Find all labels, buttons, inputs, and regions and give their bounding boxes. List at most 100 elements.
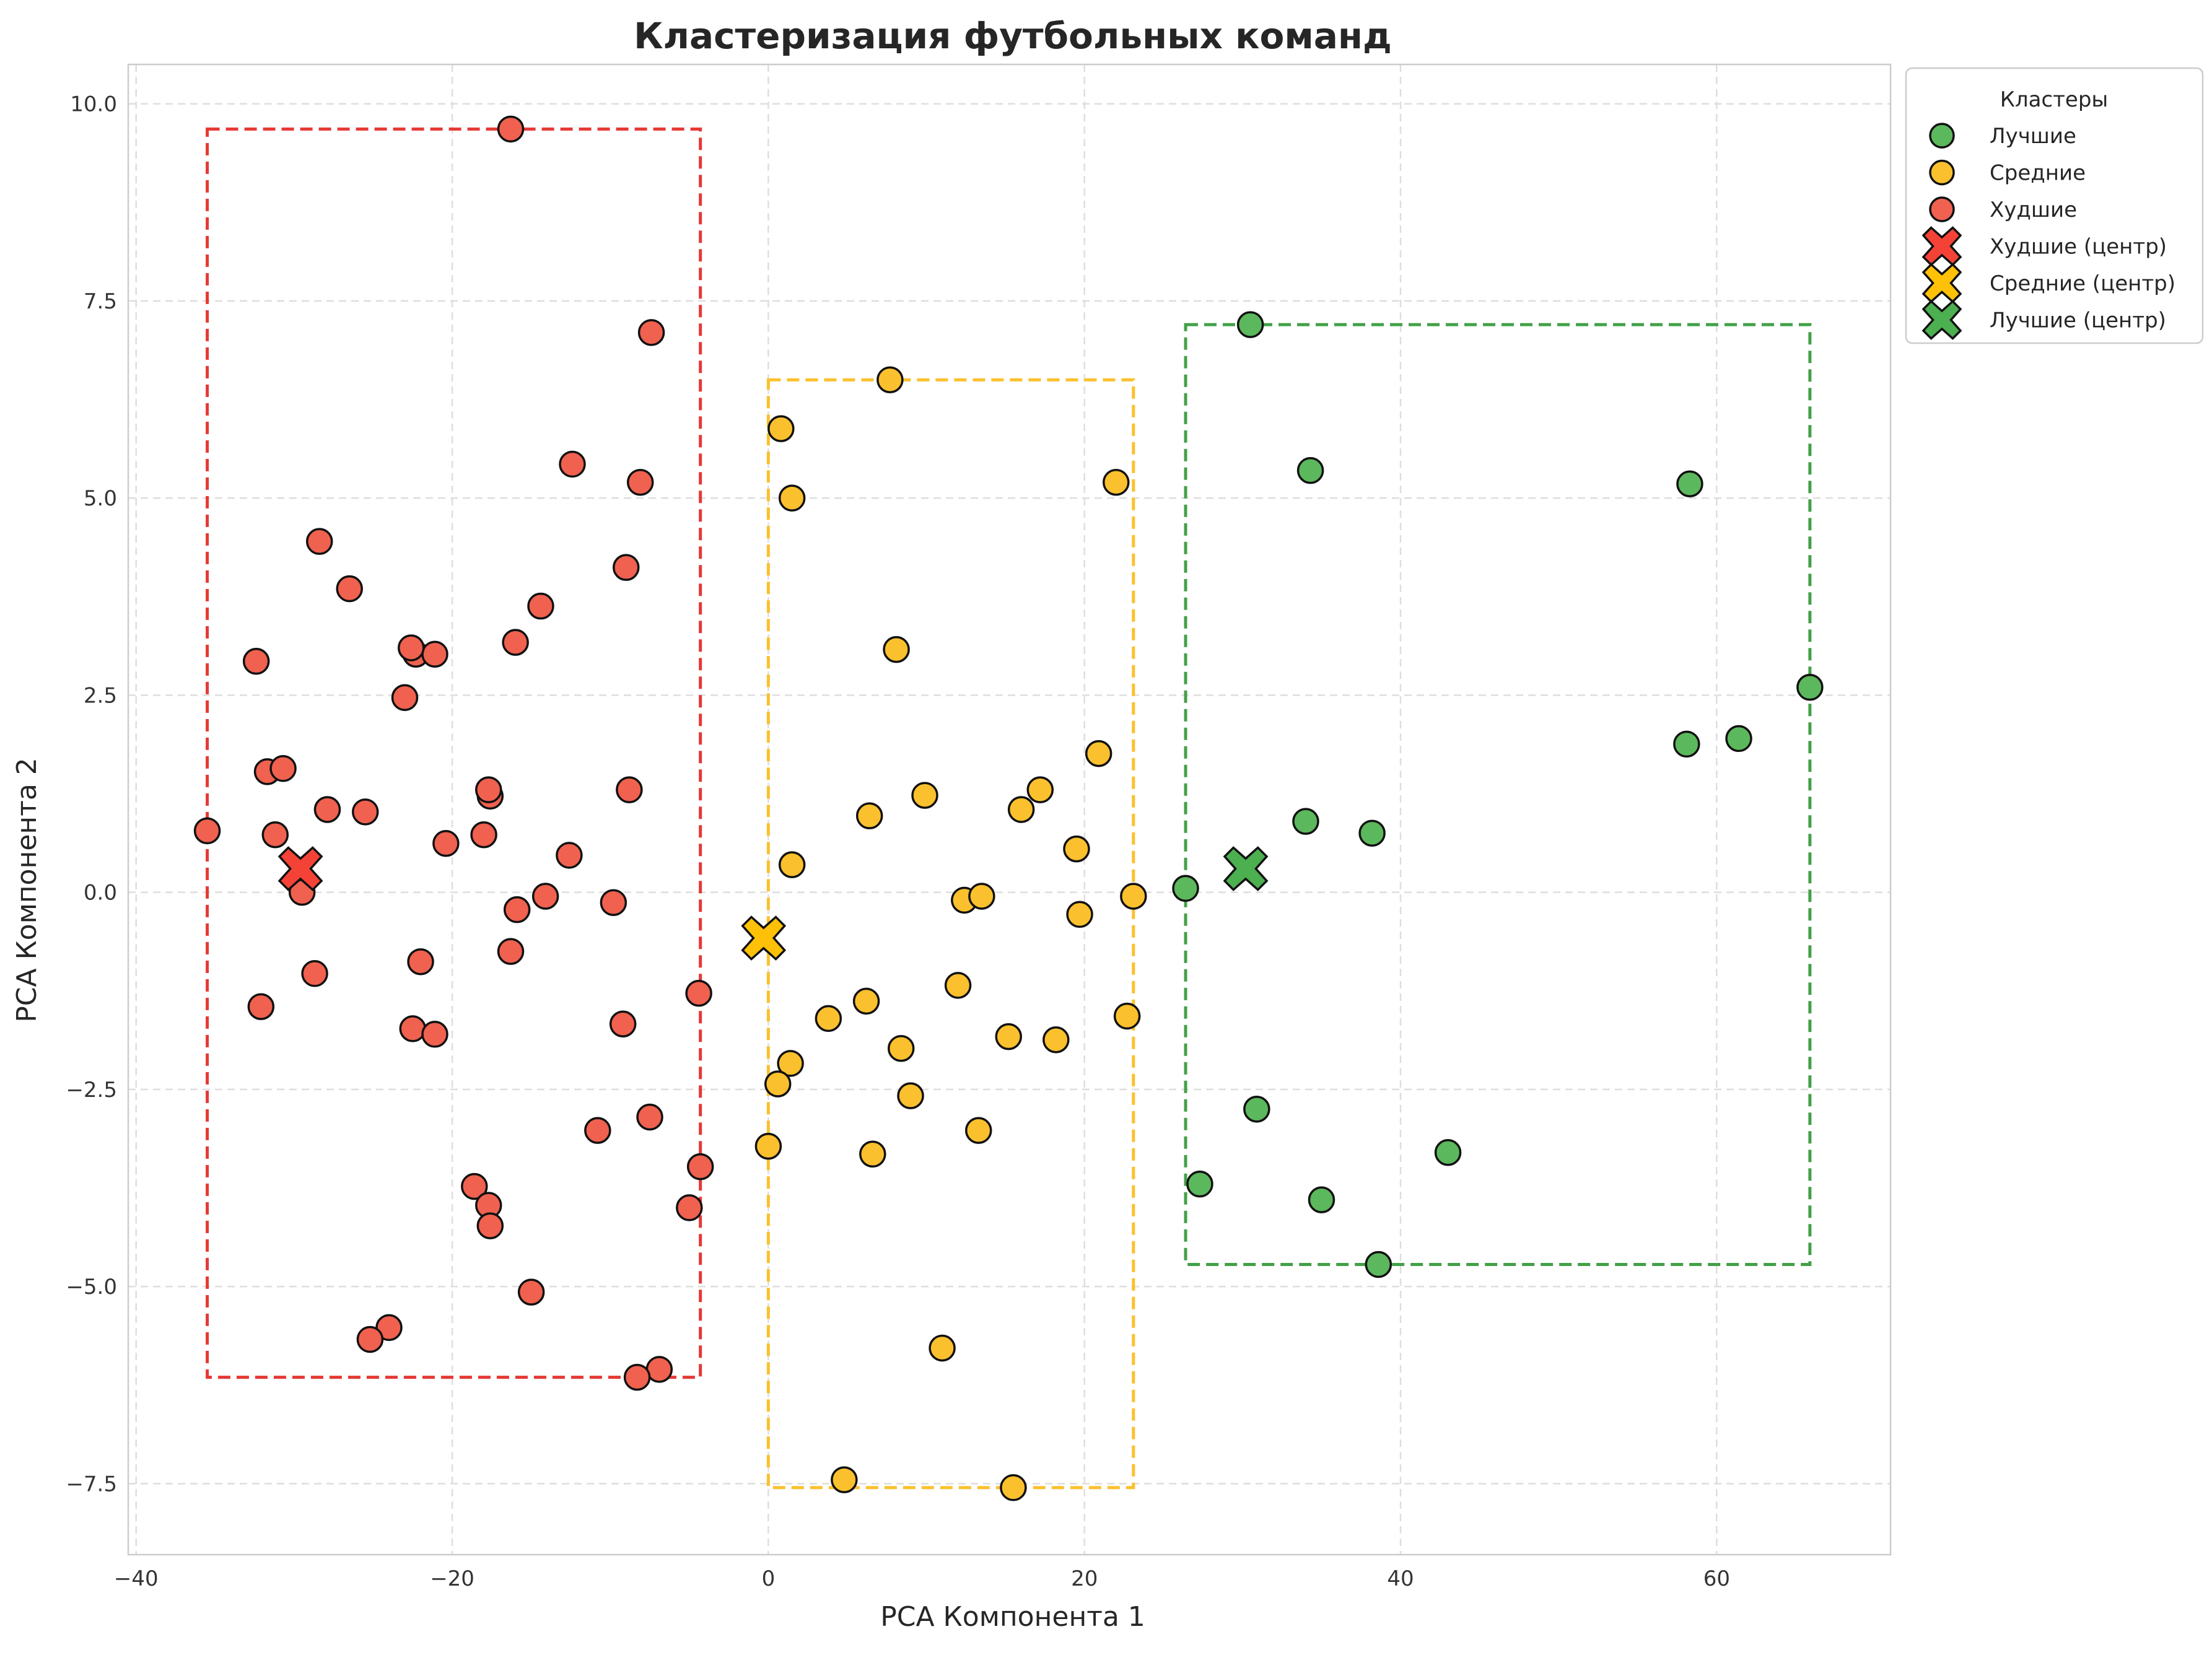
data-point <box>1007 796 1035 823</box>
data-point <box>1043 1026 1070 1054</box>
data-point <box>356 1325 384 1353</box>
data-point <box>1796 673 1824 701</box>
data-point <box>301 960 328 987</box>
data-point <box>778 851 806 878</box>
data-point <box>1026 776 1054 803</box>
cluster-box <box>206 127 702 1379</box>
data-point <box>1063 835 1090 863</box>
data-point <box>584 1117 611 1144</box>
data-point <box>1725 725 1752 753</box>
data-point <box>305 528 333 555</box>
data-point <box>397 634 425 662</box>
legend-label: Средние <box>1990 161 2086 186</box>
centroid-marker <box>1223 846 1269 891</box>
data-point <box>815 1005 842 1033</box>
data-point <box>859 1140 886 1168</box>
legend-items: Лучшие Средние Худшие Худшие (центр) Средние… <box>1921 123 2175 340</box>
data-point <box>609 1010 637 1038</box>
y-tick-label: 2.5 <box>84 683 117 708</box>
data-point <box>968 883 995 910</box>
data-point <box>754 1132 782 1160</box>
data-point <box>637 319 665 346</box>
data-point <box>503 896 531 924</box>
data-point <box>407 948 434 976</box>
x-tick-label: 40 <box>1387 1566 1414 1591</box>
legend-label: Средние (центр) <box>1990 271 2175 296</box>
data-point <box>421 640 448 668</box>
legend-frame <box>1905 67 2204 344</box>
data-point <box>556 842 583 869</box>
y-tick-label: −7.5 <box>66 1472 117 1496</box>
data-point <box>1673 730 1700 758</box>
data-point <box>193 817 221 845</box>
data-point <box>929 1334 956 1362</box>
data-point <box>623 1363 651 1391</box>
y-axis-label: PCA Компонента 2 <box>11 758 43 1023</box>
y-tick-label: 0.0 <box>84 881 117 906</box>
data-point <box>777 1050 804 1077</box>
tick-labels: −40 −20 0 20 40 60 −7.5 −5.0 −2.5 0.0 2.5 5.0 7.5 10.… <box>66 92 1730 1591</box>
data-point <box>247 993 275 1021</box>
data-point <box>764 1070 792 1098</box>
data-point <box>685 979 712 1007</box>
legend-marker <box>1929 196 1955 222</box>
y-tick-label: −5.0 <box>66 1275 117 1299</box>
data-point <box>887 1034 915 1062</box>
data-point <box>767 415 795 442</box>
cluster-boxes <box>206 127 1812 1490</box>
y-tick-label: 5.0 <box>84 486 117 511</box>
x-tick-label: 0 <box>762 1566 776 1591</box>
data-point <box>1066 901 1093 928</box>
data-point <box>855 802 883 829</box>
data-point <box>497 115 525 143</box>
data-point <box>502 629 529 656</box>
data-point <box>1000 1474 1027 1501</box>
data-point <box>686 1153 714 1181</box>
data-point <box>636 1103 663 1131</box>
data-point <box>616 776 643 803</box>
data-point <box>421 1021 448 1048</box>
data-point <box>531 883 559 910</box>
legend-marker <box>1929 123 1955 149</box>
legend-label: Лучшие <box>1990 124 2076 149</box>
y-tick-label: 7.5 <box>84 289 117 314</box>
y-tick-label: −2.5 <box>66 1078 117 1103</box>
data-point <box>1113 1002 1141 1030</box>
data-point <box>1308 1186 1336 1213</box>
data-point <box>399 1015 427 1042</box>
data-point <box>336 575 363 603</box>
data-point <box>645 1356 673 1383</box>
data-point <box>1296 456 1324 484</box>
data-point <box>559 450 586 478</box>
data-point <box>475 776 502 803</box>
data-point <box>612 554 640 581</box>
cluster-box <box>1184 323 1812 1267</box>
data-point <box>852 987 880 1015</box>
data-point <box>883 635 910 663</box>
data-point <box>1292 808 1319 835</box>
data-point <box>944 972 972 999</box>
legend: Кластеры Лучшие Средние Худшие Худшие (цент… <box>1905 67 2204 344</box>
data-point <box>600 889 627 916</box>
x-tick-label: 20 <box>1071 1566 1098 1591</box>
data-point <box>242 647 270 675</box>
data-point <box>375 1314 403 1342</box>
data-point <box>313 796 341 823</box>
data-point <box>1365 1251 1392 1278</box>
x-tick-label: −40 <box>114 1566 159 1591</box>
data-point <box>261 821 289 849</box>
data-point <box>676 1194 703 1221</box>
data-point <box>995 1023 1022 1050</box>
centroid-markers <box>278 846 1269 961</box>
data-point <box>1120 883 1147 910</box>
data-point <box>964 1117 992 1144</box>
data-point <box>351 798 379 826</box>
data-point <box>778 484 806 512</box>
data-point <box>470 821 497 849</box>
data-point <box>1186 1170 1213 1198</box>
data-point <box>391 684 419 711</box>
data-point <box>897 1082 924 1109</box>
data-point <box>461 1172 488 1200</box>
